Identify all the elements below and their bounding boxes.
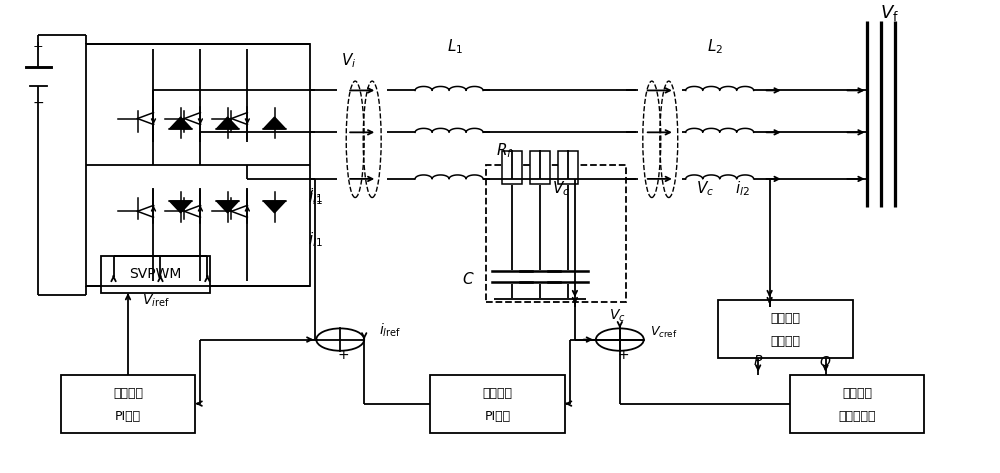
Text: $i_{l1}$: $i_{l1}$	[308, 188, 323, 207]
Text: $i_{l2}$: $i_{l2}$	[735, 179, 750, 198]
Text: $-$: $-$	[32, 95, 44, 109]
Text: +: +	[32, 40, 43, 53]
Text: $V_c$: $V_c$	[609, 308, 626, 324]
Bar	[86, 44, 310, 286]
Bar	[502, 151, 522, 184]
Bar	[790, 375, 924, 433]
Text: $V_i$: $V_i$	[341, 51, 356, 70]
Polygon shape	[216, 201, 239, 213]
Text: 下垂特性: 下垂特性	[842, 386, 872, 400]
Text: $i_{l1}$: $i_{l1}$	[308, 230, 323, 249]
Text: $R_f$: $R_f$	[496, 141, 514, 160]
Bar	[101, 256, 210, 293]
Text: $i_{l\mathrm{ref}}$: $i_{l\mathrm{ref}}$	[379, 322, 401, 339]
Polygon shape	[263, 201, 286, 213]
Text: 低通滤波: 低通滤波	[770, 335, 800, 349]
Text: SVPWM: SVPWM	[129, 267, 182, 281]
Text: $P$: $P$	[753, 354, 763, 368]
Polygon shape	[169, 201, 192, 213]
Text: $V_{c\mathrm{ref}}$: $V_{c\mathrm{ref}}$	[650, 325, 677, 340]
Text: $C$: $C$	[462, 271, 474, 287]
Text: 外环电压: 外环电压	[483, 386, 513, 400]
Text: 内环电流: 内环电流	[113, 386, 143, 400]
Text: $V_c$: $V_c$	[696, 179, 714, 198]
Text: $V_{\mathrm{f}}$: $V_{\mathrm{f}}$	[880, 3, 899, 23]
Text: $V_c$: $V_c$	[552, 179, 570, 198]
Text: PI调节: PI调节	[484, 410, 511, 423]
Bar	[430, 375, 565, 433]
Bar	[718, 300, 853, 358]
Text: $Q$: $Q$	[819, 354, 832, 368]
Text: $+$: $+$	[617, 348, 629, 362]
Bar	[486, 165, 626, 302]
Text: $i_{l1}$: $i_{l1}$	[308, 186, 323, 204]
Bar	[530, 151, 550, 184]
Text: $+$: $+$	[337, 348, 349, 362]
Text: 功率计算: 功率计算	[770, 312, 800, 325]
Bar	[558, 151, 578, 184]
Text: $V_{i\mathrm{ref}}$: $V_{i\mathrm{ref}}$	[142, 293, 169, 309]
Text: $L_1$: $L_1$	[447, 37, 463, 55]
Bar	[61, 375, 195, 433]
Text: $-$: $-$	[305, 330, 319, 348]
Polygon shape	[216, 117, 239, 129]
Text: $-$: $-$	[585, 330, 599, 348]
Text: PI调节: PI调节	[115, 410, 141, 423]
Text: 功率控制器: 功率控制器	[838, 410, 876, 423]
Polygon shape	[263, 117, 286, 129]
Polygon shape	[169, 117, 192, 129]
Text: $L_2$: $L_2$	[707, 37, 723, 55]
